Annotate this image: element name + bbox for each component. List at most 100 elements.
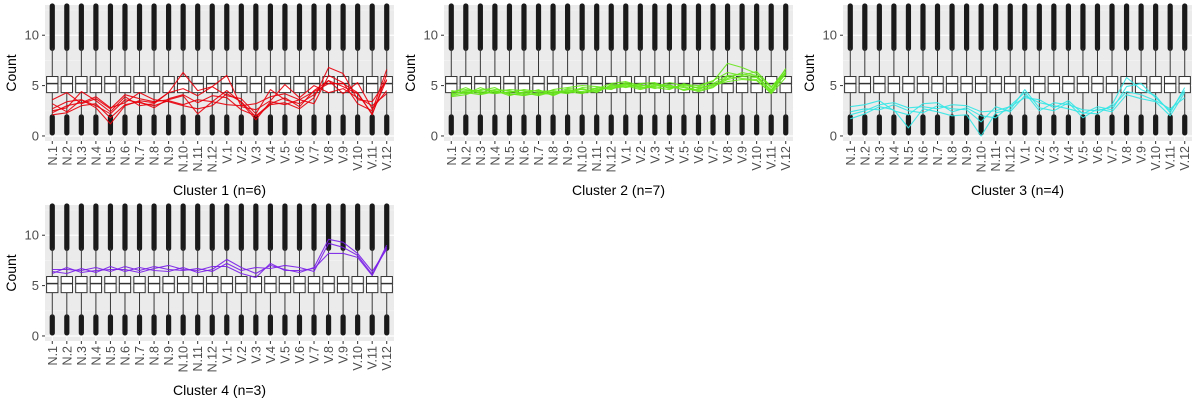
box (176, 76, 190, 94)
x-tick-label-V.3: V.3 (648, 146, 662, 164)
x-axis-title: Cluster 4 (n=3) (173, 382, 266, 398)
series-line-gene-1-5 (52, 66, 388, 118)
x-tick-label-N.1: N.1 (844, 146, 858, 166)
series-line-gene-2-5 (451, 68, 787, 95)
series-line-gene-1-4 (52, 80, 388, 125)
x-tick-label-V.10: V.10 (750, 146, 764, 171)
x-tick-label-V.11: V.11 (366, 146, 380, 170)
boxplot-V.3 (249, 203, 263, 336)
x-tick-label-N.9: N.9 (960, 146, 974, 166)
box (931, 76, 944, 94)
x-tick-label-N.12: N.12 (605, 146, 619, 172)
box (1149, 76, 1162, 94)
x-tick-label-N.5: N.5 (104, 346, 118, 366)
box (366, 276, 379, 294)
x-tick-label-N.7: N.7 (532, 146, 546, 166)
y-tick-label: 5 (32, 78, 39, 93)
y-tick-label: 0 (431, 128, 438, 143)
boxplot-V.4 (264, 3, 277, 136)
x-tick-label-N.3: N.3 (873, 146, 887, 166)
boxplot-N.7 (133, 3, 146, 136)
x-tick-label-V.7: V.7 (308, 346, 322, 364)
box (191, 276, 204, 294)
series-line-gene-4-1 (52, 238, 388, 275)
x-tick-label-V.1: V.1 (1018, 146, 1032, 164)
x-tick-label-V.3: V.3 (249, 146, 263, 164)
box (176, 276, 190, 294)
box (902, 76, 915, 94)
box (1004, 76, 1017, 94)
x-tick-label-V.12: V.12 (380, 146, 394, 171)
boxplot-V.9 (735, 3, 749, 136)
boxplot-V.2 (235, 203, 248, 336)
x-tick-label-N.7: N.7 (931, 146, 945, 166)
box (206, 76, 219, 94)
boxplot-N.5 (503, 3, 516, 136)
x-tick-label-N.4: N.4 (89, 146, 103, 166)
boxplot-N.2 (60, 203, 73, 336)
x-axis-title: Cluster 3 (n=4) (971, 182, 1064, 198)
box (89, 76, 103, 94)
box (75, 76, 88, 94)
series-line-gene-1-2 (52, 69, 388, 121)
x-tick-label-N.8: N.8 (148, 146, 162, 166)
y-tick-label: 5 (830, 78, 837, 93)
x-tick-label-N.8: N.8 (547, 146, 561, 166)
box (366, 76, 379, 94)
box (351, 276, 364, 294)
x-axis-title: Cluster 2 (n=7) (572, 182, 665, 198)
x-tick-label-V.5: V.5 (278, 146, 292, 164)
boxplot-V.6 (293, 3, 306, 136)
box (1033, 76, 1046, 94)
x-tick-label-N.12: N.12 (206, 346, 220, 372)
box (162, 76, 175, 94)
x-tick-label-V.3: V.3 (249, 346, 263, 364)
x-tick-label-N.4: N.4 (488, 146, 502, 166)
box (118, 276, 132, 294)
x-tick-label-V.10: V.10 (351, 346, 365, 371)
x-tick-label-V.11: V.11 (366, 346, 380, 370)
box (220, 276, 233, 294)
box (60, 276, 73, 294)
box (235, 276, 248, 294)
box (873, 76, 886, 94)
boxplot-V.11 (366, 3, 379, 136)
x-tick-label-N.10: N.10 (975, 146, 989, 172)
boxplot-N.1 (844, 3, 857, 136)
x-tick-label-N.1: N.1 (445, 146, 459, 166)
box (1047, 76, 1061, 94)
box (858, 76, 871, 94)
y-tick-label: 0 (32, 128, 39, 143)
box (887, 76, 901, 94)
plot-background (45, 205, 394, 341)
boxplot-V.2 (235, 3, 248, 136)
x-tick-label-V.8: V.8 (322, 146, 336, 164)
boxplot-N.11 (191, 203, 204, 336)
boxplot-N.8 (546, 3, 560, 136)
boxplot-V.9 (336, 203, 350, 336)
boxplot-V.2 (1033, 3, 1046, 136)
x-tick-label-N.4: N.4 (89, 346, 103, 366)
boxplot-N.5 (902, 3, 915, 136)
x-tick-label-V.5: V.5 (1076, 146, 1090, 164)
boxplot-N.9 (960, 3, 973, 136)
x-tick-label-V.2: V.2 (634, 146, 648, 164)
x-tick-label-N.3: N.3 (75, 346, 89, 366)
series-line-gene-2-6 (451, 75, 787, 97)
box (293, 276, 306, 294)
boxplot-V.9 (1134, 3, 1148, 136)
box (336, 276, 350, 294)
box (945, 76, 959, 94)
x-tick-label-V.6: V.6 (293, 346, 307, 364)
x-tick-label-V.4: V.4 (1062, 146, 1076, 164)
box (147, 276, 161, 294)
boxplot-V.10 (351, 203, 364, 336)
x-tick-label-N.1: N.1 (46, 146, 60, 166)
boxplot-N.7 (931, 3, 944, 136)
boxplot-N.10 (974, 3, 988, 136)
boxplot-N.10 (176, 203, 190, 336)
series-line-gene-1-6 (52, 74, 388, 116)
boxplot-N.11 (989, 3, 1002, 136)
x-tick-label-V.8: V.8 (1120, 146, 1134, 164)
boxplot-N.11 (590, 3, 603, 136)
